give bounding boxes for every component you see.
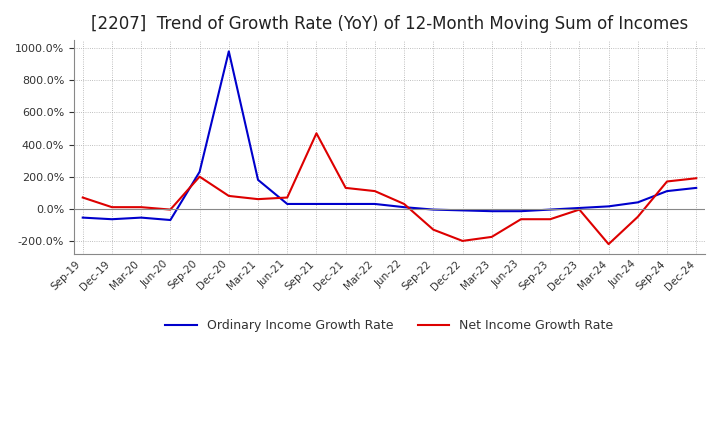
Net Income Growth Rate [604, 242, 613, 247]
Ordinary Income Growth Rate [517, 209, 526, 214]
Net Income Growth Rate [371, 188, 379, 194]
Ordinary Income Growth Rate [604, 204, 613, 209]
Net Income Growth Rate [400, 202, 408, 207]
Ordinary Income Growth Rate [575, 205, 584, 211]
Ordinary Income Growth Rate [400, 205, 408, 210]
Ordinary Income Growth Rate [341, 202, 350, 207]
Ordinary Income Growth Rate [692, 185, 701, 191]
Ordinary Income Growth Rate [78, 215, 87, 220]
Ordinary Income Growth Rate [225, 49, 233, 54]
Net Income Growth Rate [692, 176, 701, 181]
Ordinary Income Growth Rate [634, 200, 642, 205]
Line: Net Income Growth Rate: Net Income Growth Rate [83, 133, 696, 244]
Ordinary Income Growth Rate [546, 207, 554, 212]
Ordinary Income Growth Rate [458, 208, 467, 213]
Ordinary Income Growth Rate [107, 216, 116, 222]
Net Income Growth Rate [341, 185, 350, 191]
Net Income Growth Rate [575, 207, 584, 212]
Ordinary Income Growth Rate [312, 202, 321, 207]
Net Income Growth Rate [662, 179, 671, 184]
Net Income Growth Rate [517, 216, 526, 222]
Net Income Growth Rate [225, 193, 233, 198]
Net Income Growth Rate [312, 131, 321, 136]
Net Income Growth Rate [166, 207, 175, 212]
Net Income Growth Rate [429, 227, 438, 232]
Net Income Growth Rate [78, 195, 87, 200]
Net Income Growth Rate [634, 214, 642, 220]
Line: Ordinary Income Growth Rate: Ordinary Income Growth Rate [83, 51, 696, 220]
Net Income Growth Rate [253, 197, 262, 202]
Ordinary Income Growth Rate [253, 177, 262, 183]
Ordinary Income Growth Rate [166, 217, 175, 223]
Ordinary Income Growth Rate [429, 207, 438, 212]
Ordinary Income Growth Rate [137, 215, 145, 220]
Legend: Ordinary Income Growth Rate, Net Income Growth Rate: Ordinary Income Growth Rate, Net Income … [161, 314, 618, 337]
Net Income Growth Rate [107, 205, 116, 210]
Net Income Growth Rate [137, 205, 145, 210]
Net Income Growth Rate [487, 234, 496, 239]
Ordinary Income Growth Rate [371, 202, 379, 207]
Net Income Growth Rate [546, 216, 554, 222]
Ordinary Income Growth Rate [662, 188, 671, 194]
Ordinary Income Growth Rate [283, 202, 292, 207]
Ordinary Income Growth Rate [195, 169, 204, 175]
Net Income Growth Rate [195, 174, 204, 179]
Net Income Growth Rate [283, 195, 292, 200]
Net Income Growth Rate [458, 238, 467, 244]
Title: [2207]  Trend of Growth Rate (YoY) of 12-Month Moving Sum of Incomes: [2207] Trend of Growth Rate (YoY) of 12-… [91, 15, 688, 33]
Ordinary Income Growth Rate [487, 209, 496, 214]
